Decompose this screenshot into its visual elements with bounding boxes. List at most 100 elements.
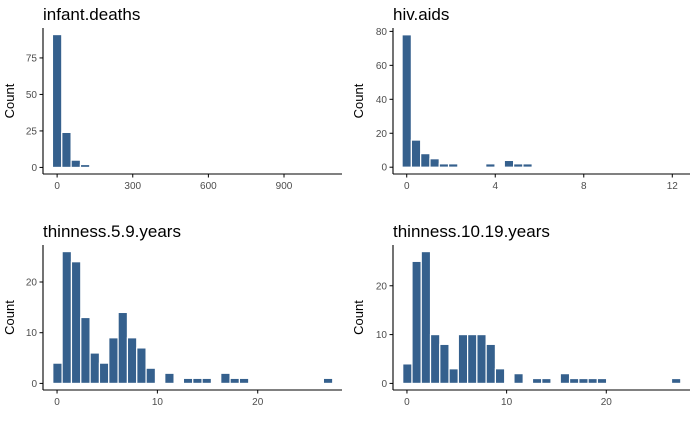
histogram-bar: [643, 166, 654, 169]
histogram-bar: [117, 166, 128, 169]
histogram-bar: [615, 166, 626, 169]
histogram-bar: [61, 131, 72, 169]
histogram-bar: [294, 166, 305, 169]
y-tick-label: 0: [381, 163, 387, 174]
y-tick-label: 10: [376, 330, 388, 341]
chart-title: thinness.5.9.years: [43, 222, 181, 241]
histogram-bar: [238, 166, 249, 169]
y-tick-label: 20: [376, 281, 388, 292]
y-tick-label: 0: [381, 379, 387, 390]
histogram-bar: [98, 362, 110, 385]
histogram-bar: [578, 166, 589, 169]
histogram-bar: [136, 347, 147, 385]
x-tick-label: 10: [501, 397, 513, 408]
histogram-bar: [615, 382, 626, 385]
histogram-bar: [238, 377, 250, 385]
histogram-bar: [117, 311, 129, 385]
histogram-bar: [220, 372, 231, 385]
histogram-bar: [652, 382, 663, 385]
x-tick-label: 0: [54, 397, 60, 408]
histogram-bar: [624, 166, 636, 169]
histogram-bar: [606, 382, 617, 385]
histogram-bar: [229, 377, 241, 385]
histogram-bar: [80, 316, 91, 385]
histogram-bar: [559, 166, 570, 169]
x-tick-label: 300: [124, 181, 141, 192]
histogram-bar: [671, 166, 682, 169]
histogram-bar: [266, 166, 277, 169]
histogram-bar: [467, 333, 478, 385]
histogram-bar: [587, 377, 598, 385]
histogram-bar: [247, 166, 259, 169]
histogram-bar: [164, 372, 175, 385]
histogram-bar: [438, 163, 450, 168]
x-tick-label: 0: [404, 181, 410, 192]
histogram-bar: [285, 166, 296, 169]
histogram-bar: [173, 382, 185, 385]
histogram-bar: [448, 368, 459, 385]
histogram-bar: [429, 333, 441, 385]
histogram-bar: [540, 166, 552, 169]
histogram-bar: [51, 33, 63, 169]
histogram-bar: [210, 166, 221, 169]
y-tick-label: 0: [31, 379, 37, 390]
y-axis-label: Count: [351, 300, 366, 335]
histogram-panel: thinness.10.19.years Count 0 10 20 0 10 20: [351, 222, 690, 408]
histogram-bar: [429, 158, 440, 168]
y-tick-label: 75: [26, 53, 38, 64]
histogram-bar: [410, 139, 422, 168]
histogram-bar: [670, 377, 682, 385]
histogram-bar: [420, 250, 432, 385]
histogram-bar: [494, 166, 505, 169]
histogram-bar: [652, 166, 663, 169]
histogram-bar: [70, 159, 82, 169]
histogram-bar: [596, 377, 608, 385]
histogram-bar: [661, 382, 673, 385]
x-tick-label: 600: [200, 181, 217, 192]
histogram-bar: [210, 382, 222, 385]
histogram-panel: hiv.aids Count 0 20 40 60 80 0 4 8 12: [351, 5, 690, 192]
histogram-bar: [633, 166, 645, 169]
histogram-bar: [531, 377, 543, 385]
histogram-bar: [503, 159, 515, 168]
histogram-bar: [513, 373, 524, 385]
histogram-bar: [643, 382, 654, 385]
histogram-bar: [163, 166, 175, 169]
y-tick-label: 0: [31, 163, 37, 174]
y-tick-label: 20: [376, 129, 388, 140]
y-axis-label: Count: [2, 83, 17, 118]
histogram-panel: infant.deaths Count 0 25 50 75 0 300 600 900: [2, 5, 342, 192]
histogram-bar: [596, 166, 608, 169]
histogram-bar: [126, 337, 138, 385]
histogram-bar: [98, 166, 110, 169]
x-tick-label: 12: [667, 181, 679, 192]
histogram-bar: [578, 377, 589, 385]
histogram-bar: [494, 368, 506, 385]
histogram-bar: [191, 166, 203, 169]
y-tick-label: 50: [26, 90, 38, 101]
histogram-bar: [402, 363, 413, 385]
histogram-bar: [531, 166, 543, 169]
histogram-bar: [70, 261, 82, 385]
histogram-panel: thinness.5.9.years Count 0 10 20 0 10 20: [2, 222, 342, 408]
histogram-bar: [294, 382, 306, 385]
histogram-bar: [248, 382, 259, 385]
histogram-bar: [457, 333, 469, 385]
histogram-bar: [108, 337, 119, 385]
histogram-bar: [145, 367, 157, 385]
histogram-bar: [285, 382, 296, 385]
x-tick-label: 20: [601, 397, 613, 408]
histogram-bar: [513, 163, 524, 168]
histogram-bar: [89, 352, 101, 385]
histogram-bar: [89, 166, 100, 169]
histogram-bar: [219, 166, 231, 169]
histogram-bar: [145, 166, 156, 169]
histogram-bar: [201, 166, 212, 169]
histogram-bar: [229, 166, 240, 169]
histogram-bar: [401, 34, 412, 168]
histogram-bar: [559, 373, 571, 385]
histogram-bar: [257, 382, 269, 385]
x-tick-label: 900: [276, 181, 293, 192]
